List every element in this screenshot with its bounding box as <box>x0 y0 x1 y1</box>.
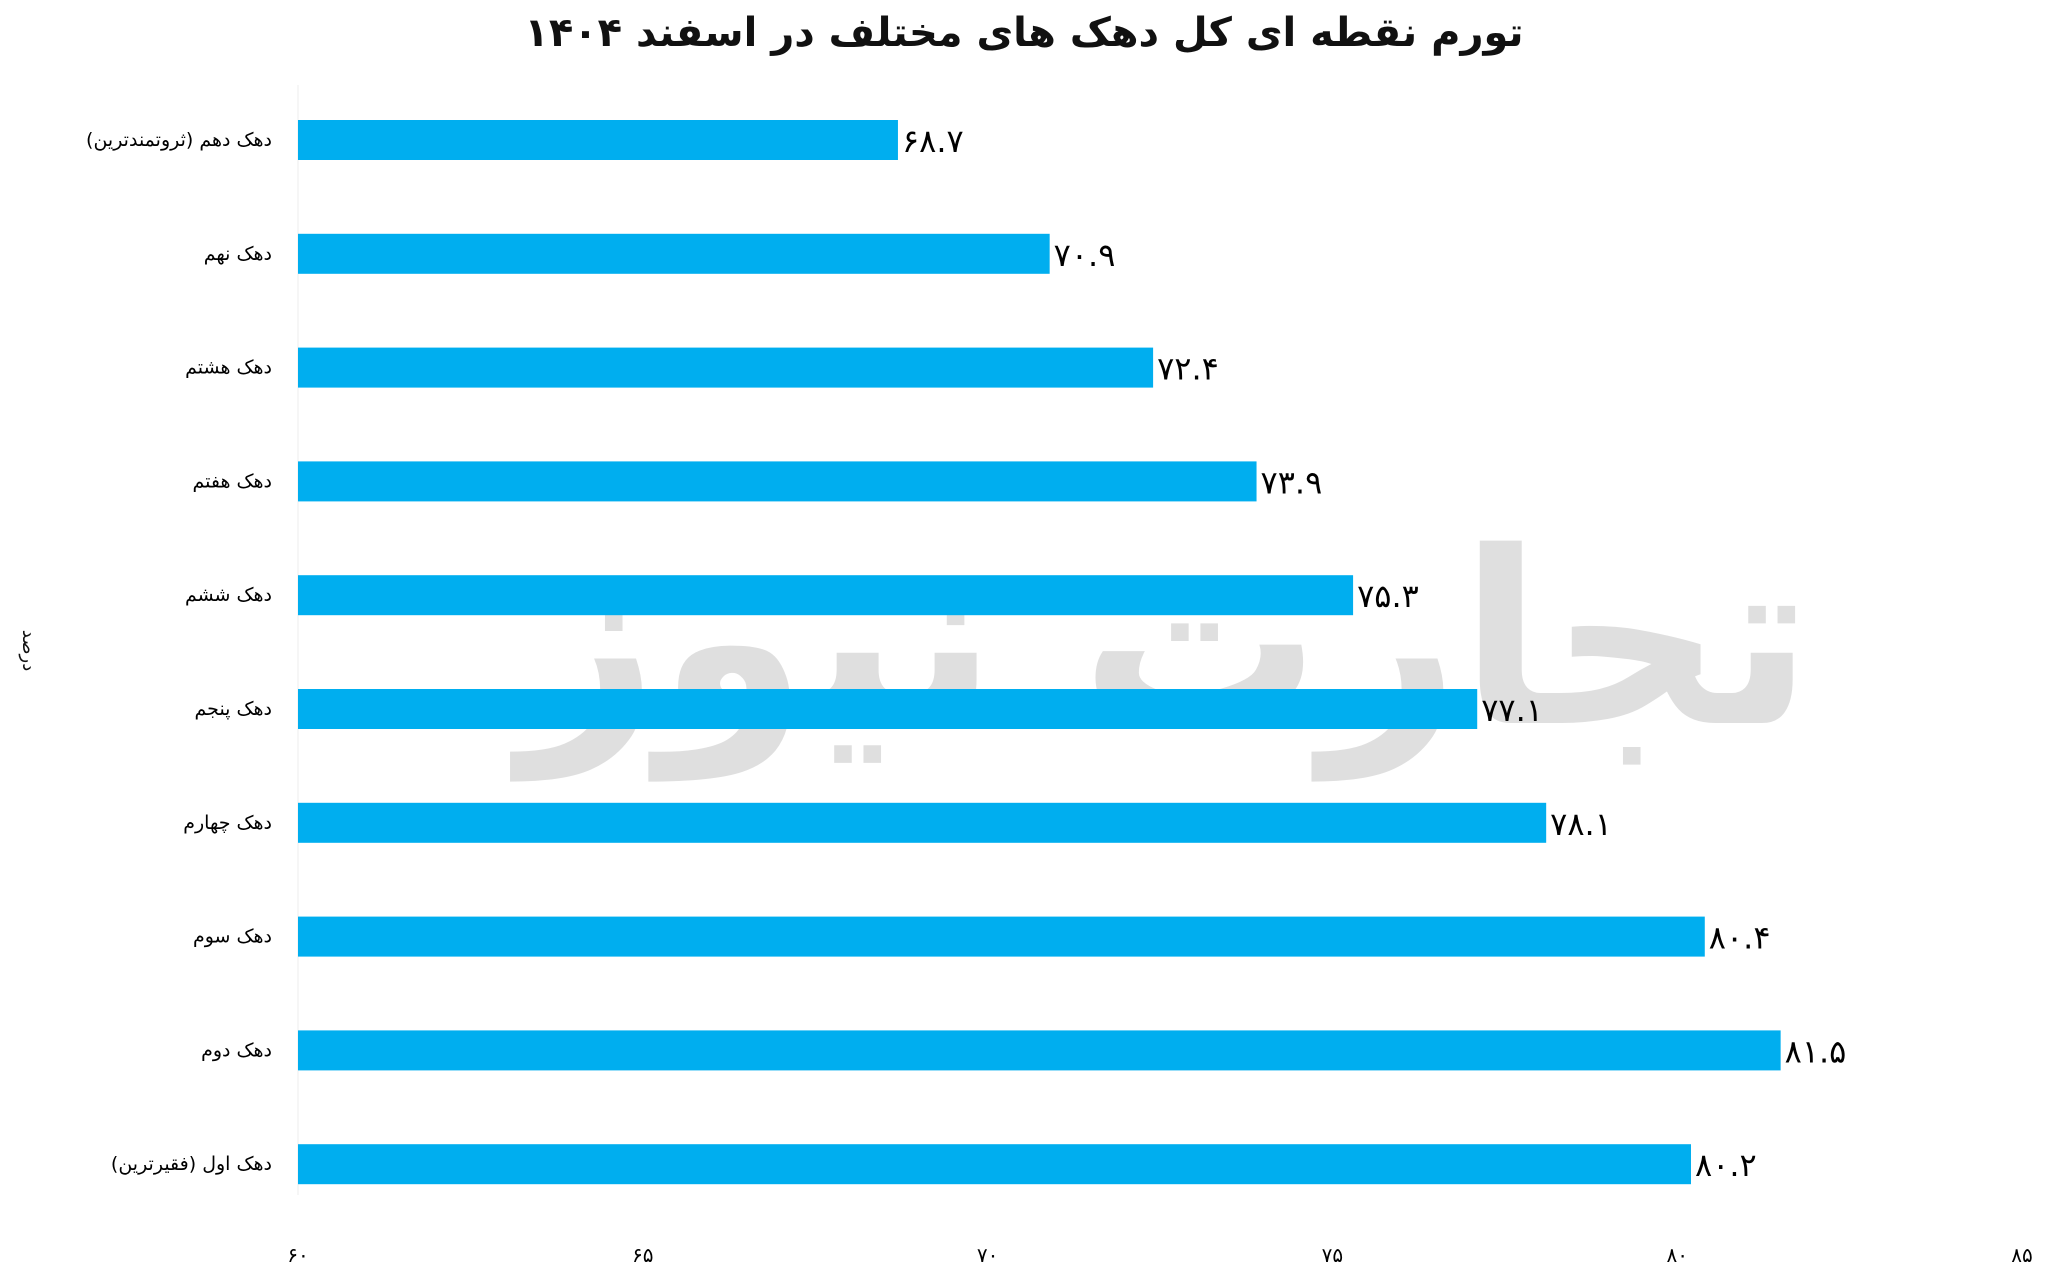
bar <box>298 233 1050 274</box>
bar-value-label: ۸۰.۴ <box>1709 919 1771 957</box>
bar-value-label: ۷۰.۹ <box>1054 236 1116 274</box>
bar <box>298 1144 1691 1185</box>
chart-title: تورم نقطه ای کل دهک های مختلف در اسفند ۱… <box>524 10 1524 56</box>
bar <box>298 689 1478 729</box>
bar-value-label: ۷۸.۱ <box>1550 805 1612 843</box>
bar <box>298 802 1547 843</box>
x-tick-label: ۶۵ <box>632 1243 653 1267</box>
bar-value-label: ۷۲.۴ <box>1157 350 1219 388</box>
category-label: دهک ششم <box>185 584 272 606</box>
category-label: دهک اول (فقیرترین) <box>111 1153 272 1175</box>
bar-value-label: ۸۰.۲ <box>1695 1146 1757 1184</box>
bar-value-label: ۷۳.۹ <box>1261 463 1323 501</box>
bar <box>298 575 1354 616</box>
category-label: دهک سوم <box>193 926 272 948</box>
x-tick-label: ۷۰ <box>977 1243 998 1267</box>
bar <box>298 916 1705 957</box>
bar <box>298 120 898 160</box>
bar-value-label: ۶۸.۷ <box>902 122 964 160</box>
category-label: دهک هفتم <box>192 470 272 492</box>
bar <box>298 347 1154 388</box>
category-label: دهک چهارم <box>183 812 272 834</box>
category-label: دهک دهم (ثروتمندترین) <box>86 129 272 151</box>
category-label: دهک هشتم <box>185 357 272 379</box>
bar <box>298 461 1257 502</box>
category-label: دهک نهم <box>204 243 272 265</box>
x-tick-label: ۸۰ <box>1666 1243 1687 1267</box>
bar-value-label: ۸۱.۵ <box>1785 1032 1847 1070</box>
bar <box>298 1030 1781 1071</box>
category-label: دهک دوم <box>201 1039 272 1061</box>
bar-value-label: ۷۷.۱ <box>1481 691 1543 729</box>
x-tick-label: ۶۰ <box>287 1243 308 1267</box>
x-tick-label: ۸۵ <box>2011 1243 2032 1267</box>
bar-value-label: ۷۵.۳ <box>1357 577 1419 615</box>
category-label: دهک پنجم <box>195 698 272 720</box>
x-tick-label: ۷۵ <box>1322 1243 1343 1267</box>
